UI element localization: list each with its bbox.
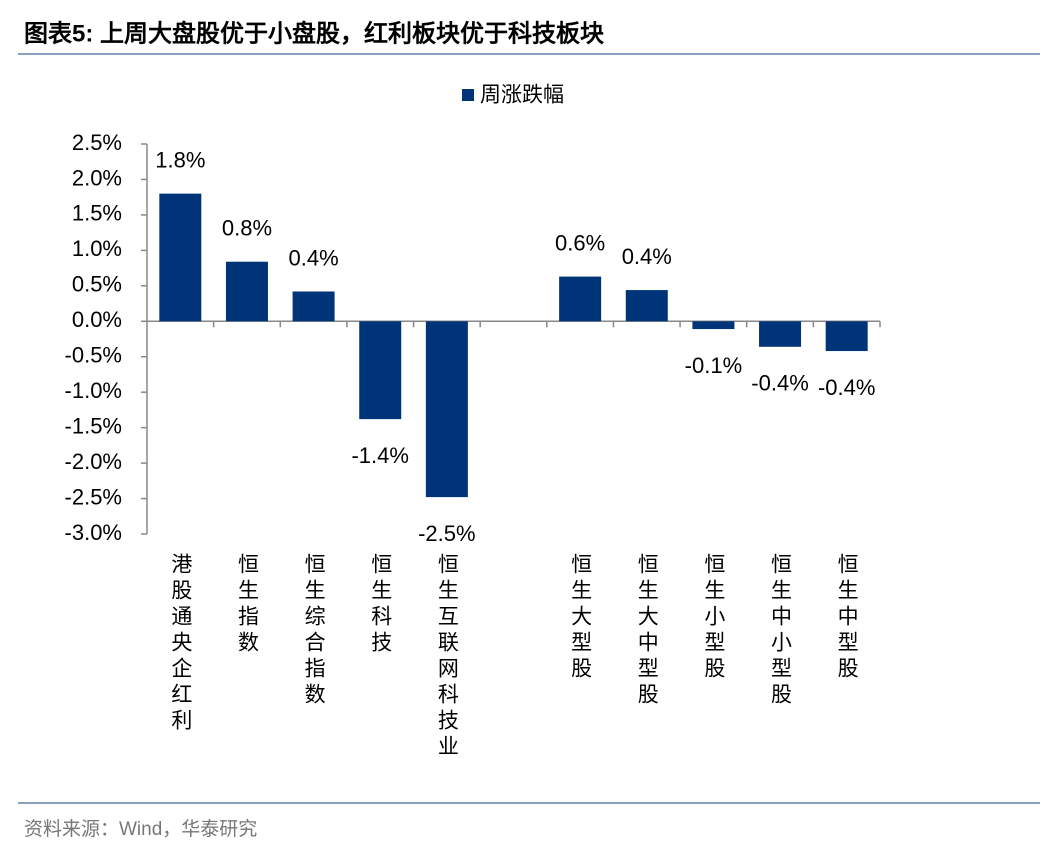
y-tick-label: -2.0%	[65, 449, 122, 474]
x-tick-label: 港股通央企红利	[169, 553, 193, 735]
bar	[359, 321, 402, 420]
legend-swatch	[462, 89, 474, 101]
bar	[559, 276, 602, 322]
value-label: 0.8%	[222, 216, 272, 241]
x-tick-label: 恒生小型股	[702, 553, 726, 683]
x-tick-label: 恒生科技	[369, 553, 393, 657]
y-tick-label: 0.5%	[72, 272, 122, 297]
x-tick-label: 恒生大中型股	[635, 553, 659, 709]
y-tick-label: -2.5%	[65, 484, 122, 509]
legend-label: 周涨跌幅	[480, 84, 564, 107]
x-tick-label: 恒生互联网科技业	[435, 553, 459, 761]
x-tick-label: 恒生中小型股	[769, 553, 793, 709]
bar	[692, 321, 735, 330]
bar	[159, 193, 202, 322]
value-label: 1.8%	[155, 147, 205, 172]
y-tick-label: -1.0%	[65, 378, 122, 403]
bar	[625, 290, 668, 322]
value-label: -0.4%	[751, 371, 808, 396]
y-tick-label: 2.0%	[72, 165, 122, 190]
value-label: -0.4%	[818, 375, 875, 400]
x-tick-label: 恒生指数	[235, 553, 258, 657]
y-tick-label: -3.0%	[65, 520, 122, 545]
value-label: 0.6%	[555, 230, 605, 255]
x-tick-label: 恒生综合指数	[302, 553, 326, 709]
bar	[425, 321, 468, 498]
y-tick-label: 1.5%	[72, 201, 122, 226]
y-tick-label: 0.0%	[72, 307, 122, 332]
value-label: 0.4%	[289, 245, 339, 270]
y-tick-label: 1.0%	[72, 236, 122, 261]
chart-title: 图表5: 上周大盘股优于小盘股，红利板块优于科技板块	[24, 19, 604, 47]
bar	[292, 291, 335, 322]
value-label: 0.4%	[622, 244, 672, 269]
y-tick-label: 2.5%	[72, 130, 122, 155]
y-tick-label: -1.5%	[65, 413, 122, 438]
x-tick-label: 恒生中型股	[835, 553, 859, 683]
bar	[759, 321, 802, 347]
bar	[225, 261, 268, 322]
y-tick-label: -0.5%	[65, 343, 122, 368]
x-tick-label: 恒生大型股	[569, 553, 593, 683]
value-label: -0.1%	[685, 353, 742, 378]
value-label: -1.4%	[351, 443, 408, 468]
bar	[825, 321, 868, 352]
source: 资料来源：Wind，华泰研究	[24, 818, 257, 840]
value-label: -2.5%	[418, 521, 475, 546]
